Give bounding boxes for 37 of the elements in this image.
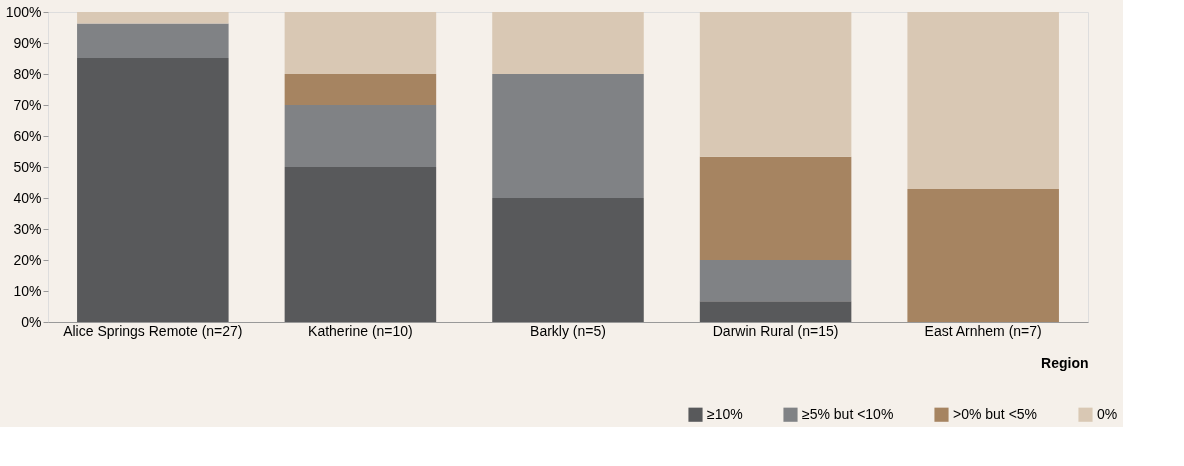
- y-tick-label: 90%: [13, 34, 42, 51]
- bar: [699, 12, 852, 157]
- bar: [492, 74, 644, 198]
- y-tick-label: 100%: [5, 3, 42, 20]
- bar: [699, 301, 852, 322]
- bar: [284, 105, 437, 167]
- bar: [284, 167, 437, 322]
- bar: [699, 260, 852, 302]
- x-tick-label: Alice Springs Remote (n=27): [63, 322, 243, 339]
- x-tick-label: Katherine (n=10): [308, 322, 413, 339]
- bar: [907, 12, 1059, 190]
- bar: [492, 12, 644, 74]
- bar: [907, 189, 1059, 322]
- y-tick-label: 10%: [13, 282, 42, 299]
- y-tick-label: 60%: [13, 127, 42, 144]
- x-tick-label: East Arnhem (n=7): [924, 322, 1042, 339]
- x-tick-label: Darwin Rural (n=15): [712, 322, 839, 339]
- bar: [77, 12, 229, 24]
- y-tick-label: 40%: [13, 189, 42, 206]
- y-tick-label: 30%: [13, 220, 42, 237]
- bar: [284, 12, 437, 74]
- legend-label: ≥5% but <10%: [802, 405, 894, 422]
- legend-label: ≥10%: [707, 405, 743, 422]
- bar: [492, 198, 644, 322]
- y-tick-label: 70%: [13, 96, 42, 113]
- bar: [77, 57, 229, 322]
- bar: [284, 74, 437, 105]
- x-tick-label: Barkly (n=5): [530, 322, 606, 339]
- bar: [699, 156, 852, 260]
- y-tick-label: 20%: [13, 251, 42, 268]
- legend-label: >0% but <5%: [953, 405, 1038, 422]
- y-tick-label: 80%: [13, 65, 42, 82]
- x-axis-title: Region: [1041, 354, 1089, 371]
- y-tick-label: 50%: [13, 158, 42, 175]
- legend-label: 0%: [1097, 405, 1118, 422]
- bar: [77, 23, 229, 58]
- y-tick-label: 0%: [21, 313, 42, 330]
